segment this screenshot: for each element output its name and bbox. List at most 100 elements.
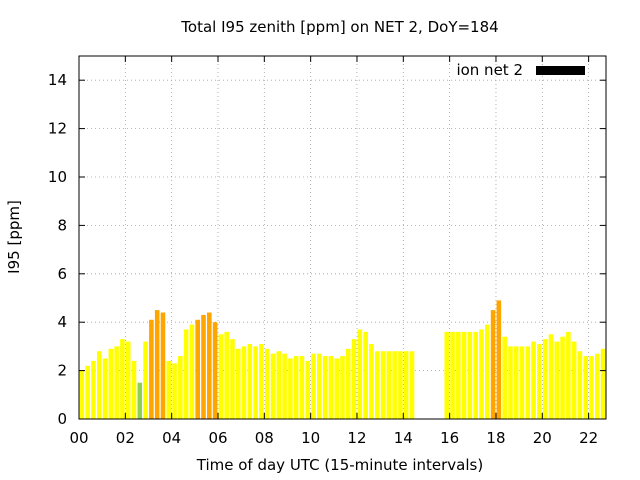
bar [288,358,293,419]
bar [409,351,415,419]
bar [583,356,589,419]
bar [212,322,218,419]
bar [154,310,160,419]
bar [340,356,345,419]
bar [183,329,189,419]
bar [403,351,409,419]
bar [450,331,455,419]
bar [96,351,102,419]
x-tick-label: 16 [440,429,459,447]
bar [386,351,392,419]
bar [589,356,594,419]
y-tick-label: 4 [57,313,67,331]
x-tick-label: 22 [579,429,598,447]
x-tick-label: 12 [347,429,366,447]
y-tick-label: 8 [57,216,67,234]
bar [264,348,270,419]
x-tick-label: 00 [69,429,88,447]
bar [108,348,114,419]
bar [125,341,131,419]
bar [282,353,287,419]
bar [235,348,241,419]
legend-swatch [536,66,585,75]
bar [496,300,502,419]
bar [566,331,571,419]
plot-frame [78,55,607,420]
bar [357,329,363,419]
x-tick-label: 04 [162,429,181,447]
bar [577,351,583,419]
bar [120,339,125,419]
bar [311,353,316,419]
bar [114,346,119,419]
bar [201,314,206,419]
bar [525,346,531,419]
x-tick-label: 02 [116,429,135,447]
legend-label: ion net 2 [456,61,523,79]
bar [195,319,201,419]
bars-group [79,300,606,419]
bar [554,341,560,419]
bar [398,351,403,419]
bar [207,312,212,419]
y-tick-label: 14 [48,71,67,89]
bar [380,351,386,419]
bar [172,363,177,419]
x-tick-label: 10 [301,429,320,447]
bar [444,331,450,419]
bar [461,331,467,419]
bar [91,360,96,419]
bar [131,360,137,419]
bar [392,351,397,419]
bar [79,370,85,419]
bar [259,343,264,419]
bar [490,310,496,419]
bar [467,331,473,419]
bar [189,324,195,419]
x-tick-label: 08 [255,429,274,447]
bar [102,358,108,419]
grid-lines [79,56,606,419]
bar [178,356,183,419]
bar [276,351,282,419]
bar [143,341,148,419]
x-tick-label: 14 [394,429,413,447]
bar [560,336,565,419]
bar [85,365,90,419]
bar [508,346,513,419]
x-tick-label: 18 [486,429,505,447]
bar [473,331,478,419]
bar [513,346,519,419]
bar [137,382,143,419]
bar [537,343,542,419]
bar [542,339,548,419]
bar [230,339,235,419]
y-axis-ticks: 0 2 4 6 8 10 12 14 [48,71,606,428]
bar [160,312,166,419]
y-tick-label: 2 [57,362,67,380]
bar [363,331,368,419]
bar [600,348,606,419]
bar [299,356,305,419]
x-tick-label: 20 [533,429,552,447]
bar [571,341,577,419]
bar [369,343,374,419]
chart-title: Total I95 zenith [ppm] on NET 2, DoY=184 [180,18,498,36]
bar [374,351,380,419]
legend: ion net 2 [456,61,585,79]
bar [346,348,351,419]
bar [241,346,247,419]
bar [247,343,253,419]
x-axis-label: Time of day UTC (15-minute intervals) [196,456,483,474]
bar [218,334,224,419]
y-tick-label: 0 [57,410,67,428]
bar [484,324,490,419]
bar [317,353,322,419]
y-axis-label: I95 [ppm] [5,200,23,274]
bar [270,353,276,419]
y-tick-label: 6 [57,265,67,283]
x-tick-label: 06 [208,429,227,447]
bar [519,346,525,419]
bar [531,341,536,419]
bar [334,358,339,419]
